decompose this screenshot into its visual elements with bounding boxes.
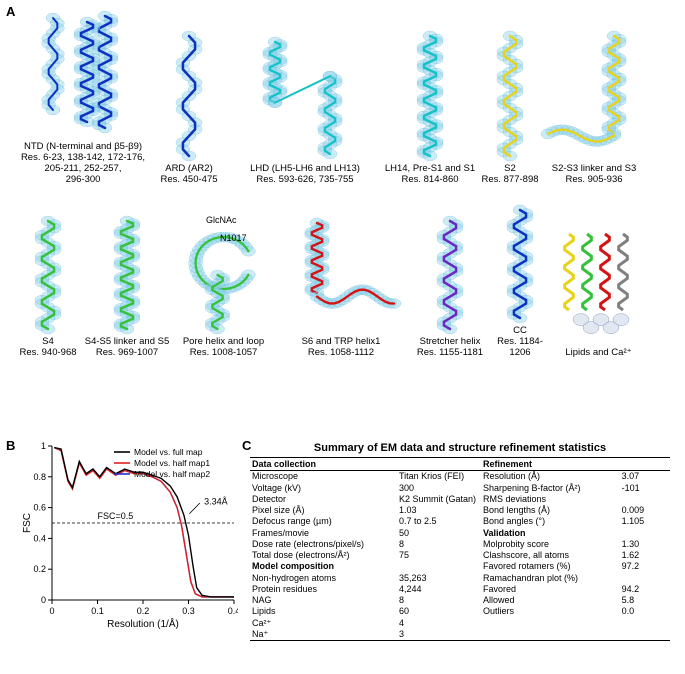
structure-caption: LHD (LH5-LH6 and LH13)Res. 593-626, 735-… [250, 164, 360, 186]
fsc-plot: 0 0.1 0.2 0.3 0.4 0 0.2 0.4 0.6 0.8 1 Resolution (1… [18, 440, 238, 630]
svg-text:0.1: 0.1 [91, 606, 104, 616]
structure-caption: Stretcher helixRes. 1155-1181 [417, 337, 483, 359]
structure-item: LH14, Pre-S1 and S1Res. 814-860 [380, 8, 480, 186]
svg-text:GlcNAc: GlcNAc [206, 215, 237, 225]
stats-table: Data collectionRefinementMicroscopeTitan… [250, 457, 670, 642]
svg-text:0: 0 [41, 595, 46, 605]
structure-item: S6 and TRP helix1Res. 1058-1112 [271, 204, 411, 359]
structure-item: S4Res. 940-968 [18, 204, 78, 359]
panel-a-structures: NTD (N-terminal and β5-β9)Res. 6-23, 138… [18, 8, 673, 358]
svg-text:0.4: 0.4 [33, 533, 46, 543]
panel-b-label: B [6, 438, 15, 453]
structure-caption: CCRes. 1184-1206 [489, 326, 551, 359]
structure-item: Lipids and Ca²⁺ [551, 204, 646, 359]
panel-a-label: A [6, 4, 15, 19]
svg-text:0.6: 0.6 [33, 503, 46, 513]
svg-text:Model vs. full map: Model vs. full map [134, 447, 203, 457]
structure-item: NTD (N-terminal and β5-β9)Res. 6-23, 138… [18, 8, 148, 186]
panel-b-chart: 0 0.1 0.2 0.3 0.4 0 0.2 0.4 0.6 0.8 1 Resolution (1… [18, 440, 238, 650]
svg-text:Resolution (1/Å): Resolution (1/Å) [107, 617, 179, 630]
structure-caption: ARD (AR2)Res. 450-475 [160, 164, 217, 186]
table-title: Summary of EM data and structure refinem… [250, 442, 670, 454]
svg-text:0: 0 [49, 606, 54, 616]
structure-caption: S2Res. 877-898 [481, 164, 538, 186]
structures-row-2: S4Res. 940-968 S4-S5 linker and S5Res. 96… [18, 204, 673, 359]
panel-c-table: Summary of EM data and structure refinem… [250, 442, 670, 642]
structure-item: LHD (LH5-LH6 and LH13)Res. 593-626, 735-… [230, 8, 380, 186]
structure-caption: Pore helix and loopRes. 1008-1057 [183, 337, 264, 359]
svg-text:Model vs. half map1: Model vs. half map1 [134, 458, 210, 468]
structures-row-1: NTD (N-terminal and β5-β9)Res. 6-23, 138… [18, 8, 673, 186]
structure-caption: NTD (N-terminal and β5-β9)Res. 6-23, 138… [21, 142, 145, 186]
structure-caption: S2-S3 linker and S3Res. 905-936 [552, 164, 637, 186]
svg-text:N1017: N1017 [220, 233, 247, 243]
svg-text:0.2: 0.2 [137, 606, 150, 616]
structure-caption: S6 and TRP helix1Res. 1058-1112 [302, 337, 381, 359]
structure-caption: LH14, Pre-S1 and S1Res. 814-860 [385, 164, 475, 186]
structure-item: GlcNAc N1017 Pore helix and loopRes. 1008-… [176, 204, 271, 359]
structure-item: S2-S3 linker and S3Res. 905-936 [540, 8, 648, 186]
svg-text:3.34Å: 3.34Å [204, 497, 228, 507]
structure-item: CCRes. 1184-1206 [489, 204, 551, 359]
svg-text:Model vs. half map2: Model vs. half map2 [134, 469, 210, 479]
svg-text:0.3: 0.3 [182, 606, 195, 616]
structure-item: ARD (AR2)Res. 450-475 [148, 8, 230, 186]
svg-text:0.8: 0.8 [33, 472, 46, 482]
structure-item: S4-S5 linker and S5Res. 969-1007 [78, 204, 176, 359]
structure-item: S2Res. 877-898 [480, 8, 540, 186]
structure-caption: S4Res. 940-968 [19, 337, 76, 359]
structure-item: Stretcher helixRes. 1155-1181 [411, 204, 489, 359]
svg-text:FSC: FSC [22, 513, 33, 533]
svg-text:FSC=0.5: FSC=0.5 [98, 511, 134, 521]
structure-caption: S4-S5 linker and S5Res. 969-1007 [85, 337, 170, 359]
svg-text:0.4: 0.4 [228, 606, 238, 616]
structure-caption: Lipids and Ca²⁺ [565, 348, 631, 359]
svg-text:0.2: 0.2 [33, 564, 46, 574]
svg-text:1: 1 [41, 441, 46, 451]
